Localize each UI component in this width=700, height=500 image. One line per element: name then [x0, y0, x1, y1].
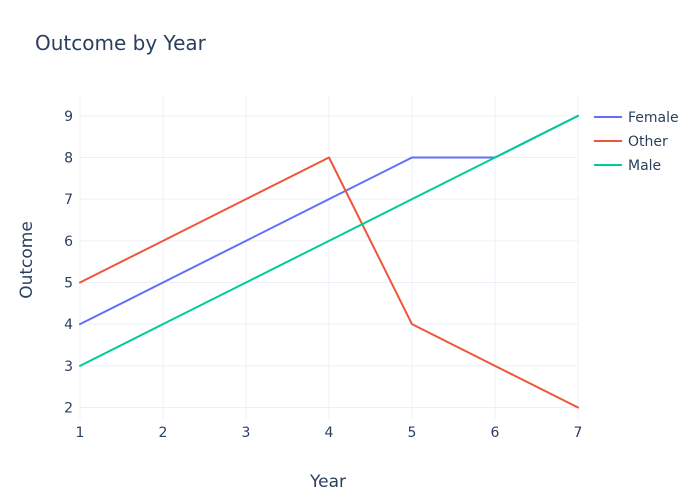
legend-label: Male: [628, 158, 661, 174]
x-tick-label: 4: [325, 425, 334, 441]
legend-item-other[interactable]: Other: [594, 134, 668, 150]
x-tick-label: 7: [574, 425, 583, 441]
legend: Female Other Male: [594, 110, 679, 174]
y-tick-label: 2: [64, 401, 73, 417]
chart-title: Outcome by Year: [35, 31, 207, 55]
series-line-other: [79, 156, 579, 409]
y-tick-label: 3: [64, 359, 73, 375]
x-tick-label: 2: [159, 425, 168, 441]
y-tick-label: 9: [64, 109, 73, 125]
x-gridlines: [79, 95, 579, 420]
legend-label: Female: [628, 110, 679, 126]
y-tick-label: 7: [64, 192, 73, 208]
y-tick-label: 6: [64, 234, 73, 250]
legend-item-female[interactable]: Female: [594, 110, 679, 126]
y-tick-label: 4: [64, 317, 73, 333]
x-tick-label: 6: [491, 425, 500, 441]
x-tick-label: 1: [76, 425, 85, 441]
y-tick-label: 5: [64, 276, 73, 292]
y-axis-tick-labels: 2 3 4 5 6 7 8 9: [64, 109, 73, 417]
y-tick-label: 8: [64, 151, 73, 167]
x-tick-label: 3: [242, 425, 251, 441]
x-tick-label: 5: [408, 425, 417, 441]
legend-label: Other: [628, 134, 668, 150]
y-axis-title: Outcome: [17, 221, 37, 299]
x-axis-tick-labels: 1 2 3 4 5 6 7: [76, 425, 583, 441]
legend-item-male[interactable]: Male: [594, 158, 661, 174]
plot-area: [79, 95, 579, 420]
x-axis-title: Year: [309, 472, 346, 492]
series-line-male: [79, 114, 579, 367]
series-lines: [79, 114, 579, 409]
